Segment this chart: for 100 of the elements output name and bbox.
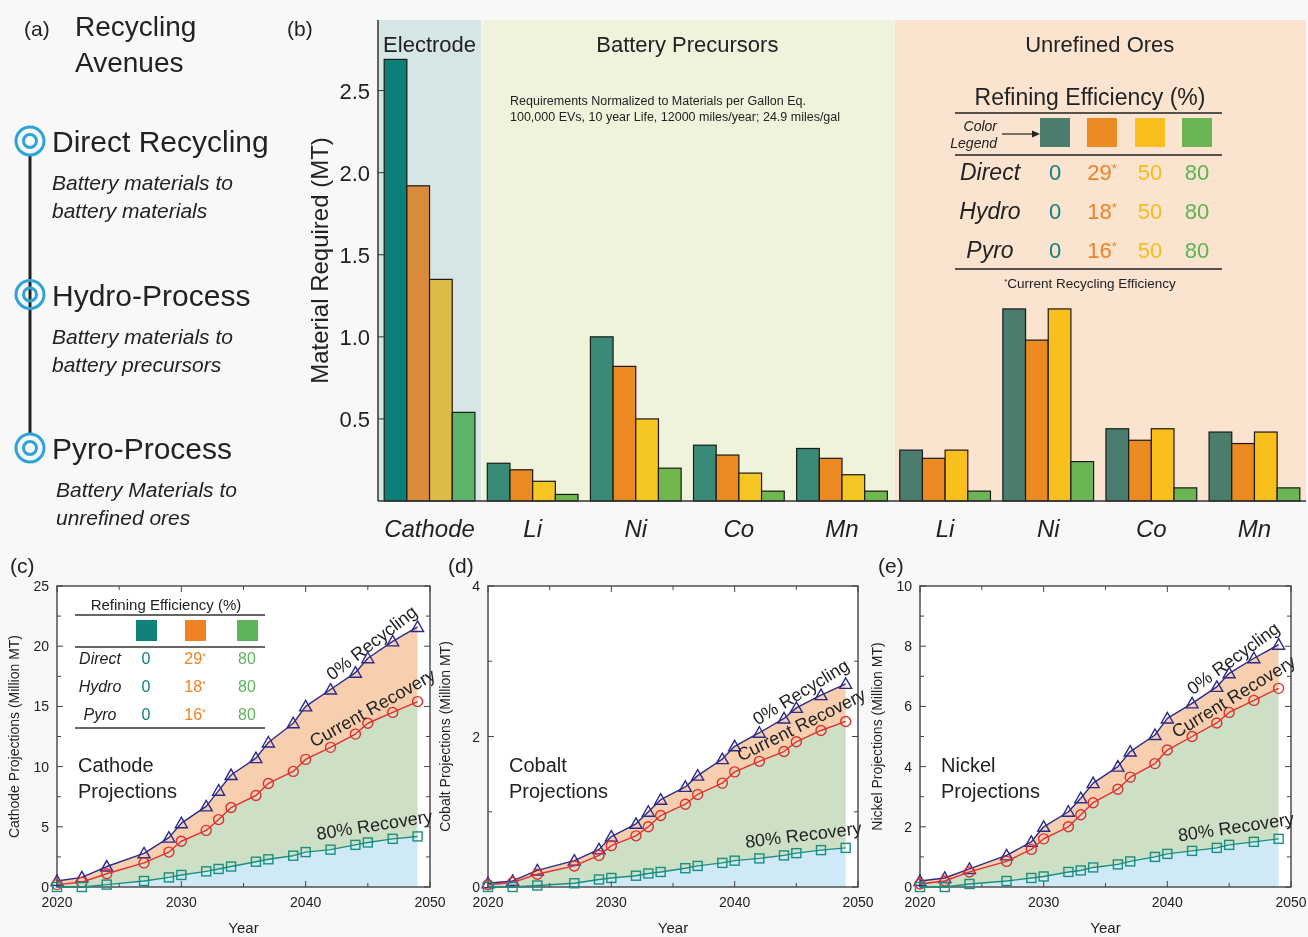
point xyxy=(1062,821,1075,833)
y-tick-label: 0.5 xyxy=(339,406,370,432)
x-tick-label: Li xyxy=(935,515,956,542)
text: (c) xyxy=(10,554,35,577)
point xyxy=(1124,771,1136,783)
point xyxy=(350,839,361,851)
text: (a) xyxy=(24,17,50,40)
text: Recycling Avenues xyxy=(75,11,197,78)
point xyxy=(1075,865,1086,876)
point xyxy=(690,768,705,781)
point xyxy=(1149,757,1161,770)
point xyxy=(100,859,114,872)
point xyxy=(593,874,605,885)
point xyxy=(530,863,545,876)
x-tick-label: 2050 xyxy=(1275,894,1307,910)
point xyxy=(1111,759,1125,772)
annotation: 18$^{*}$ xyxy=(184,677,207,695)
point xyxy=(939,881,950,893)
point xyxy=(101,879,112,890)
point xyxy=(999,848,1014,861)
y-tick-label: 4 xyxy=(472,578,481,594)
point xyxy=(1161,744,1174,756)
point xyxy=(777,711,791,724)
point xyxy=(1000,855,1013,868)
text: (b) xyxy=(287,17,313,40)
annotation: 0 xyxy=(141,706,151,723)
point xyxy=(50,874,64,887)
point xyxy=(962,862,977,875)
y-tick-label: 2.0 xyxy=(339,160,370,186)
point xyxy=(162,830,176,843)
point xyxy=(642,821,655,833)
point xyxy=(325,844,336,855)
annotation: Requirements Normalized to Materials per Gallon Eq. xyxy=(510,94,806,108)
text: (e) xyxy=(878,554,904,577)
y-tick-label: 2.5 xyxy=(339,78,370,104)
point xyxy=(567,853,582,866)
x-tick-label: 2050 xyxy=(414,894,446,910)
x-tick-label: Co xyxy=(1135,515,1167,542)
y-tick-label: 10 xyxy=(33,758,50,775)
point xyxy=(1001,875,1012,887)
point xyxy=(249,751,263,764)
point xyxy=(815,844,827,856)
point xyxy=(604,829,619,842)
x-tick-label: 2030 xyxy=(165,894,198,910)
point xyxy=(655,866,666,878)
point xyxy=(1248,836,1260,848)
x-axis-title: Year xyxy=(228,919,259,936)
x-tick-label: Cathode xyxy=(384,515,475,542)
annotation: Cobalt Projections xyxy=(509,754,608,802)
point xyxy=(1061,805,1076,817)
annotation: 0 xyxy=(141,678,151,695)
point xyxy=(716,777,729,789)
point xyxy=(678,780,693,793)
text: Battery Materials to unrefined ores xyxy=(56,478,238,529)
point xyxy=(323,682,338,695)
annotation: Battery Precursors xyxy=(596,32,779,57)
point xyxy=(362,837,374,848)
point xyxy=(964,878,975,890)
point xyxy=(592,842,606,855)
point xyxy=(1074,791,1088,804)
point xyxy=(791,847,802,859)
point xyxy=(1037,833,1050,845)
point xyxy=(176,869,187,881)
point xyxy=(261,735,276,748)
point xyxy=(1125,856,1136,867)
annotation: 100,000 EVs, 10 year Life, 12000 miles/year; 24.9 miles/gal xyxy=(510,110,841,124)
y-tick-label: 15 xyxy=(33,698,50,715)
point xyxy=(1038,871,1049,882)
text: 80% Recovery xyxy=(1176,808,1296,846)
text: Battery materials to battery materials xyxy=(52,171,234,222)
point xyxy=(287,765,299,778)
point xyxy=(1025,843,1037,856)
annotation: Direct xyxy=(79,650,122,667)
point xyxy=(199,799,213,812)
annotation: Cathode Projections xyxy=(78,754,177,802)
point xyxy=(606,872,617,884)
annotation: Unrefined Ores xyxy=(1025,32,1175,57)
point xyxy=(593,849,605,862)
point xyxy=(76,881,88,893)
point xyxy=(691,788,704,801)
point xyxy=(1026,872,1037,884)
point xyxy=(288,850,299,861)
point xyxy=(174,816,189,829)
y-axis-title: Material Required (MT) xyxy=(306,137,333,384)
point xyxy=(1123,744,1137,757)
annotation: 80 xyxy=(238,706,256,723)
point xyxy=(138,857,150,869)
point xyxy=(653,793,668,805)
y-tick-label: 25 xyxy=(33,578,50,594)
point xyxy=(387,833,398,845)
point xyxy=(654,809,667,822)
point xyxy=(212,813,225,826)
x-tick-label: 2040 xyxy=(719,894,751,910)
point xyxy=(1112,783,1124,795)
annotation: Direct xyxy=(959,159,1022,185)
y-tick-label: 1.0 xyxy=(339,324,370,350)
text: 80% Recovery xyxy=(315,806,434,844)
point xyxy=(286,716,300,729)
annotation: 80 xyxy=(1184,199,1210,224)
annotation: 16$^{*}$ xyxy=(1087,238,1117,263)
